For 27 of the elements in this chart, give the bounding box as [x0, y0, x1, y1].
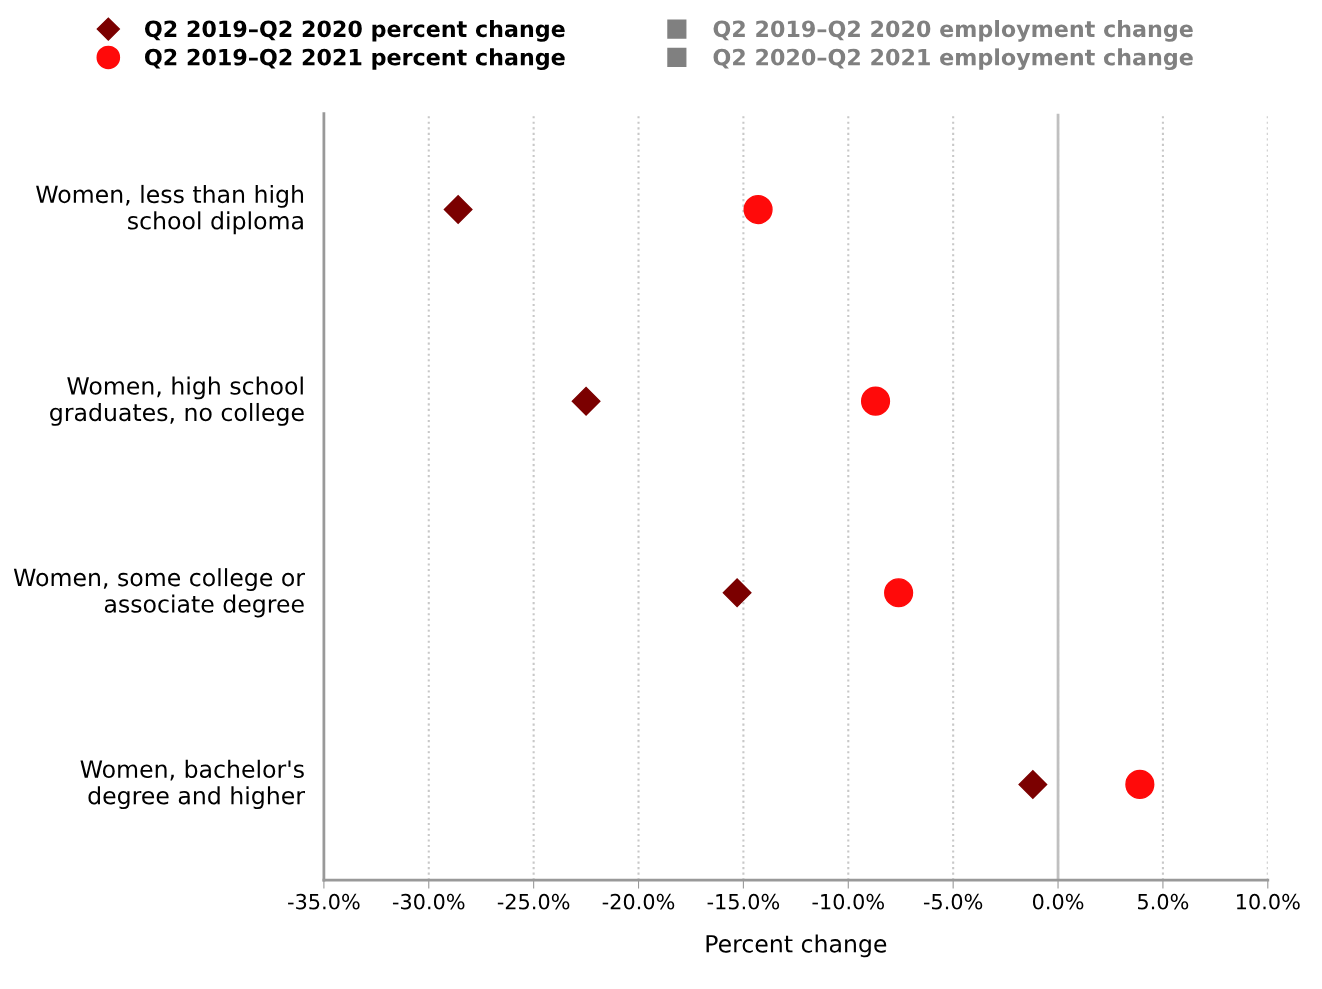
y-tick-label: Women, less than high school diploma	[36, 184, 304, 235]
point	[884, 578, 914, 608]
x-tick-label: 10.0%	[1237, 893, 1300, 910]
x-tick-label: -15.0%	[707, 893, 780, 910]
x-tick-label: -5.0%	[923, 893, 983, 910]
x-tick-label: 0.0%	[1032, 893, 1084, 910]
point	[743, 194, 773, 225]
x-tick-label: -10.0%	[812, 893, 884, 910]
legend-label: Q2 2020–Q2 2021 employment change	[713, 48, 1193, 71]
x-tick-label: -25.0%	[497, 893, 570, 910]
x-tick-label: -30.0%	[392, 893, 465, 910]
point	[571, 386, 601, 416]
y-tick-label: Women, high school graduates, no college	[50, 376, 304, 426]
point	[1018, 769, 1048, 799]
point	[722, 578, 752, 608]
x-tick-label: -35.0%	[288, 893, 360, 910]
y-tick-label: Women, bachelor's degree and higher	[80, 759, 305, 810]
legend-label: Q2 2019–Q2 2020 percent change	[144, 20, 565, 42]
point	[443, 195, 473, 224]
x-tick-label: -20.0%	[602, 893, 675, 910]
y-tick-label: Women, some college or associate degree	[13, 568, 306, 618]
x-tick-label: 5.0%	[1138, 893, 1189, 910]
point	[860, 386, 891, 416]
point	[1125, 769, 1155, 799]
legend-label: Q2 2019–Q2 2020 employment change	[713, 20, 1193, 42]
legend-label: Q2 2019–Q2 2021 percent change	[144, 48, 565, 71]
x-axis-title: Percent change	[706, 934, 887, 958]
